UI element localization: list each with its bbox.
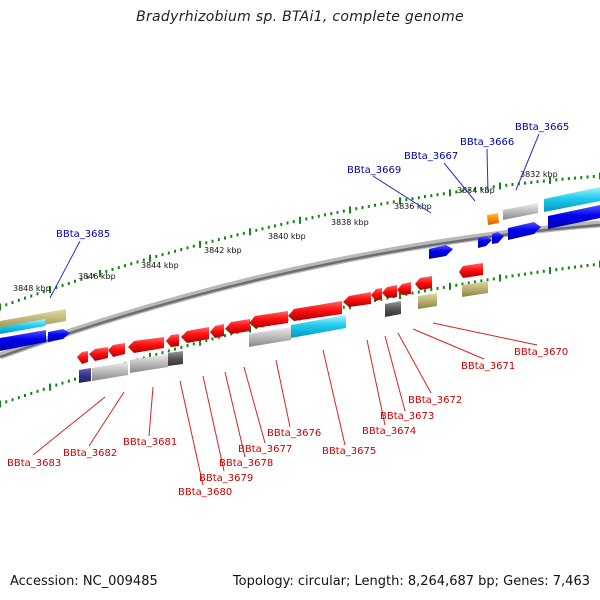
- gene-cyan[interactable]: [544, 187, 600, 212]
- outer-tick-ruler: [0, 172, 600, 311]
- kbp-label: 3832 kbp: [520, 170, 558, 179]
- forward-strand-genes: [0, 187, 600, 351]
- gene-blue[interactable]: [548, 205, 600, 229]
- gene-red-arrow[interactable]: [397, 282, 411, 295]
- kbp-label: 3834 kbp: [457, 186, 495, 195]
- genome-summary-text: Topology: circular; Length: 8,264,687 bp…: [232, 574, 590, 589]
- gene-label-bbta-3683[interactable]: BBta_3683: [7, 458, 61, 469]
- gene-gray[interactable]: [92, 362, 128, 381]
- kbp-label: 3842 kbp: [204, 246, 242, 255]
- forward-callout-lines: [49, 133, 540, 299]
- gene-gray[interactable]: [130, 354, 168, 373]
- gene-label-bbta-3685[interactable]: BBta_3685: [56, 229, 110, 240]
- gene-red-arrow[interactable]: [249, 311, 288, 328]
- gene-gray[interactable]: [503, 203, 538, 220]
- gene-blue[interactable]: [0, 330, 46, 351]
- gene-cyan[interactable]: [0, 319, 45, 334]
- genome-title: Bradyrhizobium sp. BTAi1, complete genom…: [136, 9, 464, 25]
- gene-red-arrow[interactable]: [415, 276, 432, 290]
- gene-label-bbta-3667[interactable]: BBta_3667: [404, 151, 458, 162]
- gene-label-bbta-3675[interactable]: BBta_3675: [322, 446, 376, 457]
- gene-label-bbta-3674[interactable]: BBta_3674: [362, 426, 416, 437]
- gene-label-bbta-3678[interactable]: BBta_3678: [219, 458, 273, 469]
- gene-olive[interactable]: [462, 281, 488, 297]
- gene-red-arrow[interactable]: [108, 343, 125, 357]
- gene-label-bbta-3680[interactable]: BBta_3680: [178, 487, 232, 498]
- gene-orange[interactable]: [487, 213, 499, 225]
- gene-red-arrow[interactable]: [181, 327, 209, 343]
- accession-text: Accession: NC_009485: [10, 574, 158, 589]
- gene-label-bbta-3669[interactable]: BBta_3669: [347, 165, 401, 176]
- gene-blue-arrow[interactable]: [429, 245, 453, 259]
- gene-label-bbta-3673[interactable]: BBta_3673: [380, 411, 434, 422]
- forward-gene-labels: BBta_3685 BBta_3669 BBta_3667 BBta_3666 …: [56, 122, 569, 240]
- gene-dark-gray[interactable]: [168, 351, 183, 366]
- gene-red-arrow[interactable]: [382, 285, 397, 298]
- gene-label-bbta-3665[interactable]: BBta_3665: [515, 122, 569, 133]
- gene-red-arrow[interactable]: [166, 334, 179, 347]
- gene-blue-arrow[interactable]: [48, 329, 70, 342]
- gene-label-bbta-3681[interactable]: BBta_3681: [123, 437, 177, 448]
- gene-olive[interactable]: [418, 293, 437, 309]
- gene-red-arrow[interactable]: [77, 351, 88, 364]
- gene-label-bbta-3676[interactable]: BBta_3676: [267, 428, 321, 439]
- gene-red-arrow[interactable]: [128, 337, 164, 353]
- gene-red-arrow[interactable]: [210, 324, 224, 338]
- gene-gray[interactable]: [249, 327, 291, 347]
- reverse-callout-lines: [32, 322, 538, 486]
- gene-navy[interactable]: [79, 368, 91, 383]
- kbp-label: 3844 kbp: [141, 261, 179, 270]
- gene-label-bbta-3677[interactable]: BBta_3677: [238, 444, 292, 455]
- gene-red-arrow[interactable]: [89, 347, 108, 361]
- gene-label-bbta-3671[interactable]: BBta_3671: [461, 361, 515, 372]
- kbp-label: 3846 kbp: [78, 272, 116, 281]
- gene-red-arrow[interactable]: [225, 319, 250, 334]
- gene-dark-gray[interactable]: [385, 301, 401, 317]
- kbp-labels: 3848 kbp 3846 kbp 3844 kbp 3842 kbp 3840…: [13, 170, 558, 293]
- gene-red-arrow[interactable]: [459, 263, 483, 278]
- kbp-label: 3836 kbp: [394, 202, 432, 211]
- gene-label-bbta-3670[interactable]: BBta_3670: [514, 347, 568, 358]
- reverse-gene-labels: BBta_3683 BBta_3682 BBta_3681 BBta_3680 …: [7, 347, 568, 498]
- gene-cyan[interactable]: [291, 315, 346, 338]
- genome-backbone-shade: [0, 223, 600, 359]
- gene-blue-arrow[interactable]: [478, 236, 492, 248]
- gene-label-bbta-3682[interactable]: BBta_3682: [63, 448, 117, 459]
- gene-blue-arrow[interactable]: [492, 232, 504, 244]
- reverse-strand-genes: [77, 263, 488, 383]
- gene-blue-arrow[interactable]: [508, 222, 541, 240]
- gene-red-arrow[interactable]: [343, 292, 371, 307]
- gene-red-arrow[interactable]: [371, 288, 382, 301]
- gene-label-bbta-3672[interactable]: BBta_3672: [408, 395, 462, 406]
- gene-label-bbta-3679[interactable]: BBta_3679: [199, 473, 253, 484]
- kbp-label: 3840 kbp: [268, 232, 306, 241]
- gene-red-arrow[interactable]: [288, 301, 342, 321]
- kbp-label: 3838 kbp: [331, 218, 369, 227]
- kbp-label: 3848 kbp: [13, 284, 51, 293]
- gene-label-bbta-3666[interactable]: BBta_3666: [460, 137, 514, 148]
